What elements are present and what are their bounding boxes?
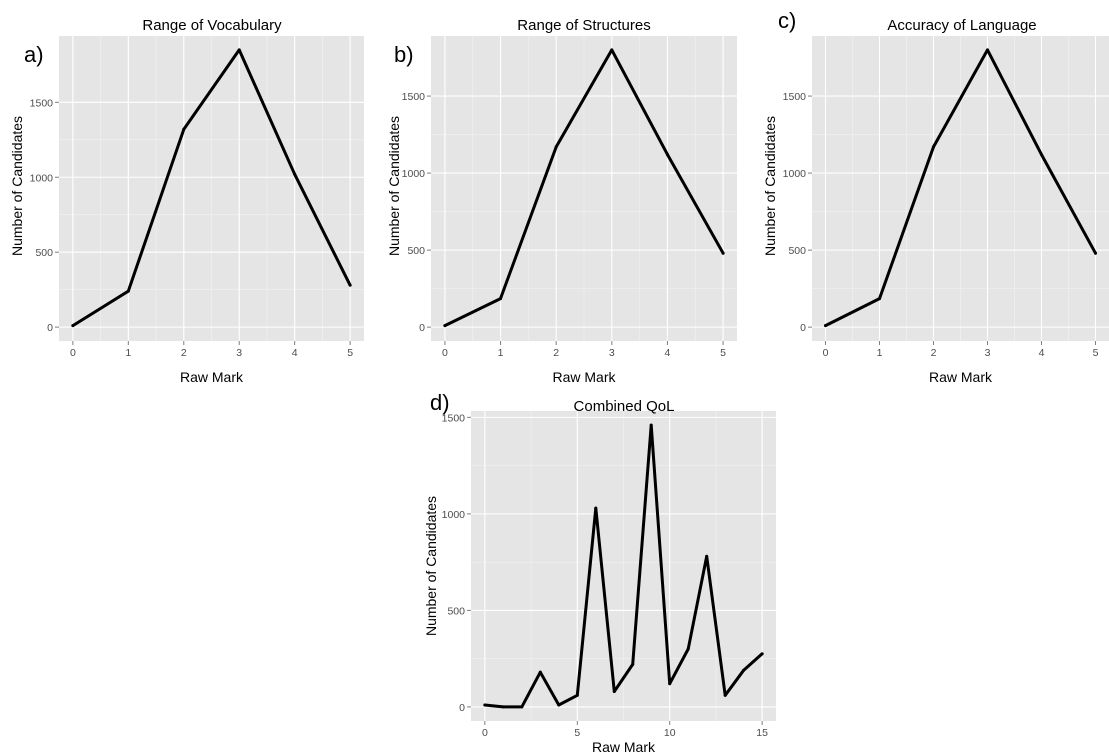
chart-panel-1: 0 1 2 3 4 5 0 500 1000 1500 Range of Vocabulary a) R…: [9, 17, 364, 385]
data-point: [554, 145, 558, 149]
data-point: [1094, 251, 1097, 255]
x-axis-title: Raw Mark: [180, 369, 244, 385]
data-point: [986, 48, 989, 52]
y-tick-label: 500: [788, 245, 806, 257]
data-point: [237, 48, 241, 52]
y-axis-title: Number of Candidates: [9, 116, 25, 256]
series-line: [443, 48, 725, 328]
x-tick-label: 0: [70, 347, 76, 359]
x-axis-title: Raw Mark: [592, 739, 656, 754]
data-point: [557, 703, 561, 707]
x-tick-label: 5: [720, 347, 726, 359]
x-tick-label: 1: [125, 347, 131, 359]
x-axis-title: Raw Mark: [929, 369, 993, 385]
data-point: [443, 324, 447, 328]
data-point: [538, 670, 542, 674]
y-tick-label: 1500: [442, 412, 466, 424]
y-tick-label: 1000: [30, 172, 54, 184]
x-axis-title: Raw Mark: [552, 369, 616, 385]
data-point: [348, 283, 352, 287]
data-point: [723, 693, 727, 697]
chart-panel-4: 0 5 10 15 0 500 1000 1500 Combined QoL d) Raw Mark…: [423, 390, 776, 754]
y-axis-title: Number of Candidates: [423, 496, 439, 636]
y-axis-title: Number of Candidates: [762, 116, 778, 256]
data-point: [686, 647, 690, 651]
y-tick-label: 500: [407, 245, 425, 257]
data-point: [499, 297, 503, 301]
panel-label: b): [394, 42, 414, 67]
x-tick-label: 3: [236, 347, 242, 359]
data-point: [668, 682, 672, 686]
y-tick-label: 1000: [402, 168, 426, 180]
x-tick-label: 15: [756, 727, 768, 739]
y-tick-label: 0: [419, 322, 425, 334]
data-point: [483, 703, 487, 707]
data-point: [705, 554, 709, 558]
data-point: [501, 705, 505, 709]
chart-title: Range of Vocabulary: [142, 17, 282, 34]
panel-label: c): [778, 8, 796, 33]
x-tick-label: 0: [482, 727, 488, 739]
x-tick-label: 3: [609, 347, 615, 359]
x-tick-label: 3: [985, 347, 991, 359]
y-tick-label: 1500: [783, 91, 807, 103]
x-tick-label: 5: [574, 727, 580, 739]
y-tick-label: 0: [800, 322, 806, 334]
data-point: [126, 289, 130, 293]
x-tick-label: 1: [498, 347, 504, 359]
y-tick-label: 1000: [442, 509, 466, 521]
x-tick-label: 10: [664, 727, 676, 739]
y-axis-title: Number of Candidates: [386, 116, 402, 256]
chart-title: Range of Structures: [517, 17, 650, 34]
data-point: [520, 705, 524, 709]
x-tick-label: 0: [823, 347, 829, 359]
x-tick-label: 5: [347, 347, 353, 359]
chart-title: Combined QoL: [574, 398, 675, 415]
x-tick-label: 2: [181, 347, 187, 359]
y-tick-label: 0: [47, 322, 53, 334]
data-point: [612, 689, 616, 693]
series-line: [483, 423, 764, 709]
x-tick-label: 4: [292, 347, 298, 359]
x-tick-label: 2: [553, 347, 559, 359]
y-tick-label: 1000: [783, 168, 807, 180]
y-tick-label: 1500: [402, 91, 426, 103]
data-point: [631, 662, 635, 666]
panel-label: d): [430, 390, 450, 415]
chart-panel-3: 0 1 2 3 4 5 0 500 1000 1500 Accuracy of Language c)…: [762, 8, 1109, 385]
y-tick-label: 500: [447, 605, 465, 617]
y-tick-label: 1500: [30, 97, 54, 109]
data-point: [1040, 153, 1043, 157]
x-tick-label: 4: [1039, 347, 1045, 359]
x-tick-label: 2: [931, 347, 937, 359]
data-point: [665, 153, 669, 157]
data-point: [721, 251, 725, 255]
data-point: [71, 324, 75, 328]
data-point: [575, 693, 579, 697]
data-point: [742, 668, 746, 672]
data-point: [293, 172, 297, 176]
data-point: [649, 423, 653, 427]
y-tick-label: 500: [35, 247, 53, 259]
data-point: [610, 48, 614, 52]
x-tick-label: 1: [877, 347, 883, 359]
panel-label: a): [24, 42, 44, 67]
data-point: [760, 652, 764, 656]
x-tick-label: 5: [1093, 347, 1099, 359]
data-point: [932, 145, 935, 149]
x-tick-label: 0: [442, 347, 448, 359]
data-point: [824, 324, 827, 328]
series-line: [71, 48, 352, 328]
chart-panel-2: 0 1 2 3 4 5 0 500 1000 1500 Range of Structures b) R…: [386, 17, 737, 385]
chart-title: Accuracy of Language: [887, 17, 1036, 34]
data-point: [182, 127, 186, 131]
x-tick-label: 4: [665, 347, 671, 359]
y-tick-label: 0: [459, 702, 465, 714]
series-line: [824, 48, 1097, 328]
data-point: [878, 297, 881, 301]
data-point: [594, 506, 598, 510]
